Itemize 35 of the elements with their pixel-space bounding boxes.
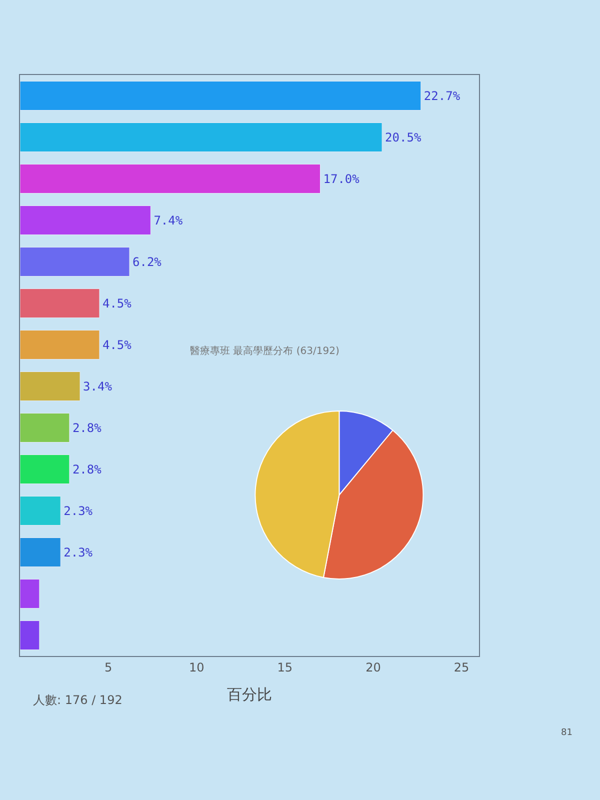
data-label: 2.3% (64, 504, 94, 518)
x-tick-label: 10 (188, 660, 204, 674)
bar (20, 371, 80, 402)
x-tick-label: 15 (277, 660, 293, 674)
bar (20, 164, 320, 194)
x-tick-label: 25 (454, 660, 470, 674)
bar (20, 620, 40, 650)
data-label: 2.8% (72, 462, 102, 476)
bar (20, 537, 61, 568)
data-label: 4.5% (102, 338, 132, 352)
x-tick-label: 5 (104, 660, 112, 674)
bar (20, 205, 151, 236)
bar (20, 496, 61, 526)
bar (20, 578, 40, 609)
text: 81 (561, 728, 572, 738)
chart-title: 醫療專班 最高學歷分布 (63/192) (190, 345, 340, 357)
bar (20, 412, 70, 443)
bar (20, 122, 382, 152)
bar (20, 454, 70, 484)
data-label: 2.3% (64, 545, 94, 560)
data-label: 3.4% (83, 379, 113, 394)
text: 人數: 176 / 192 (33, 693, 122, 707)
bar (20, 246, 130, 277)
data-label: 2.8% (72, 420, 102, 435)
bar (20, 288, 100, 318)
data-label: 22.7% (424, 88, 461, 103)
x-axis-title: 百分比 (227, 685, 272, 704)
bar (20, 80, 422, 111)
data-label: 20.5% (385, 130, 422, 144)
data-label: 6.2% (132, 254, 162, 269)
data-label: 4.5% (102, 296, 132, 310)
data-label: 7.4% (154, 213, 184, 228)
data-label: 17.0% (323, 172, 360, 186)
x-tick-label: 20 (366, 660, 381, 674)
bar (20, 330, 100, 360)
